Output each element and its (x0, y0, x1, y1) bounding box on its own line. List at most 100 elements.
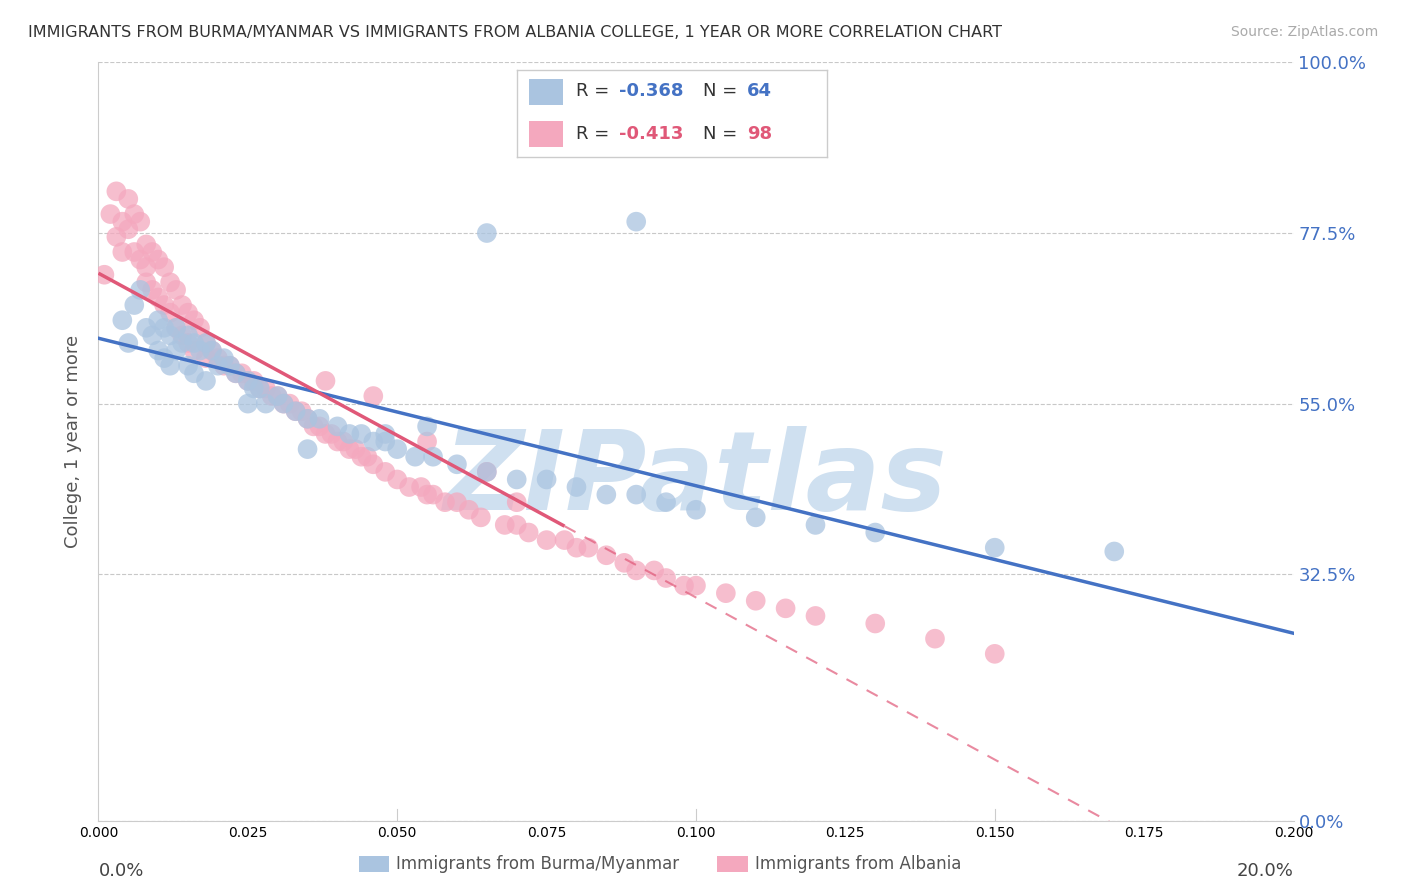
Point (254, 382, 277, 396)
Point (212, 351, 235, 366)
Point (315, 427, 337, 442)
Point (135, 260, 157, 275)
Point (385, 473, 409, 487)
Point (225, 366, 247, 380)
Point (297, 442, 319, 457)
Point (165, 320, 187, 334)
Point (201, 343, 224, 358)
Text: Immigrants from Albania: Immigrants from Albania (755, 855, 962, 873)
Point (626, 487, 648, 501)
Point (267, 389, 290, 403)
Point (344, 442, 367, 457)
Point (141, 244, 163, 259)
Point (326, 434, 349, 449)
Point (291, 404, 314, 418)
Point (475, 465, 498, 479)
Point (416, 487, 439, 501)
Point (260, 389, 283, 403)
Point (195, 335, 218, 350)
Point (626, 564, 648, 578)
Point (212, 359, 235, 373)
Point (236, 374, 259, 388)
Point (249, 382, 271, 396)
Point (446, 495, 468, 509)
Point (626, 214, 648, 228)
Point (93, 268, 115, 282)
Point (339, 442, 361, 457)
Point (363, 434, 385, 449)
Point (385, 442, 409, 457)
Point (578, 541, 600, 555)
Point (219, 359, 242, 373)
Point (470, 510, 492, 524)
Text: ZIPatlas: ZIPatlas (444, 426, 948, 533)
Point (105, 184, 128, 198)
Point (225, 366, 247, 380)
Point (321, 427, 343, 442)
Point (326, 419, 349, 434)
Point (129, 283, 152, 297)
Point (595, 548, 617, 563)
Point (865, 616, 887, 631)
Point (153, 260, 176, 275)
Point (111, 244, 134, 259)
Point (98, 207, 122, 221)
Point (745, 594, 768, 608)
Point (141, 283, 163, 297)
Point (775, 601, 797, 615)
Point (613, 556, 636, 570)
Point (117, 335, 139, 350)
Point (536, 473, 558, 487)
Point (105, 229, 128, 244)
Point (129, 252, 152, 267)
Point (475, 226, 498, 240)
Point (273, 396, 295, 410)
Point (124, 298, 146, 312)
Point (297, 412, 319, 426)
Point (339, 427, 361, 442)
Point (745, 510, 768, 524)
Point (308, 419, 330, 434)
Point (804, 517, 827, 532)
Point (411, 480, 433, 494)
Point (148, 252, 170, 267)
Point (536, 533, 558, 548)
Point (655, 571, 678, 585)
Point (422, 487, 444, 501)
Point (148, 313, 170, 327)
Point (1104, 544, 1126, 558)
Point (236, 396, 259, 410)
Point (984, 541, 1007, 555)
Point (284, 404, 307, 418)
Point (153, 298, 176, 312)
Point (643, 564, 665, 578)
Point (254, 396, 277, 410)
Point (350, 450, 373, 464)
Point (195, 335, 218, 350)
Point (159, 328, 181, 343)
Point (865, 525, 887, 540)
Point (422, 450, 444, 464)
Text: 20.0%: 20.0% (1237, 863, 1294, 880)
Point (159, 305, 181, 319)
Point (297, 412, 319, 426)
Point (416, 434, 439, 449)
Point (273, 396, 295, 410)
Point (148, 291, 170, 305)
Point (506, 517, 529, 532)
Point (135, 275, 157, 289)
Point (398, 480, 420, 494)
Point (153, 351, 176, 366)
Point (159, 359, 181, 373)
Point (685, 579, 707, 593)
Point (984, 647, 1007, 661)
Point (416, 419, 439, 434)
Point (714, 586, 737, 600)
Point (177, 335, 200, 350)
Point (124, 244, 146, 259)
Point (183, 366, 205, 380)
Point (363, 389, 385, 403)
Point (135, 320, 157, 334)
Point (595, 487, 617, 501)
Point (117, 192, 139, 206)
